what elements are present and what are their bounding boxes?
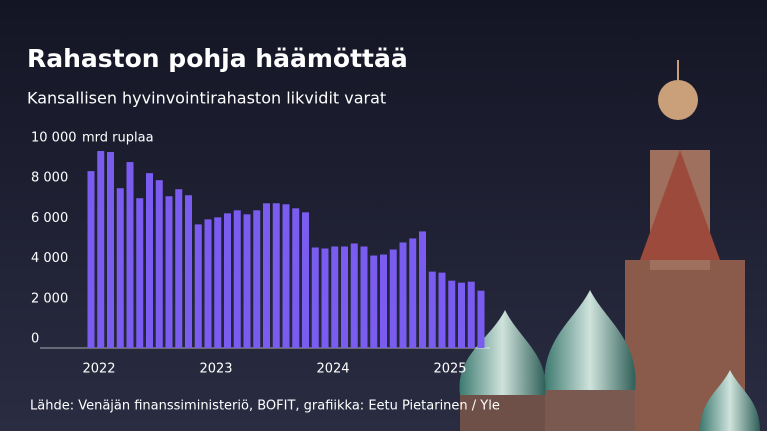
y-axis-label: mrd ruplaa: [82, 131, 154, 146]
bar: [389, 249, 397, 348]
bar: [263, 203, 270, 348]
y-tick-label: 0: [31, 332, 39, 347]
bar: [428, 271, 436, 348]
bar: [165, 196, 173, 348]
y-tick-label: 8 000: [31, 171, 68, 186]
bar: [341, 246, 348, 348]
bar: [331, 246, 339, 348]
bar: [155, 180, 163, 348]
bar: [448, 280, 456, 348]
bar: [311, 247, 319, 348]
bar: [360, 246, 368, 348]
bar: [146, 173, 153, 348]
bar: [204, 219, 212, 348]
bar: [409, 238, 417, 348]
bar: [194, 224, 202, 348]
bar: [380, 254, 387, 348]
bar: [458, 282, 465, 348]
bar: [253, 210, 261, 348]
bar: [107, 152, 114, 348]
bar: [185, 195, 192, 348]
y-tick-label: 6 000: [31, 211, 68, 226]
bar: [116, 188, 124, 348]
x-tick-label: 2025: [433, 362, 466, 377]
chart-subtitle: Kansallisen hyvinvointirahaston likvidit…: [27, 89, 386, 108]
x-tick-label: 2023: [199, 362, 232, 377]
bar: [136, 198, 144, 348]
bar: [126, 162, 134, 348]
y-tick-label: 10 000: [31, 131, 77, 146]
bar: [370, 255, 378, 348]
bar: [321, 248, 329, 348]
bar: [292, 208, 300, 348]
bar: [399, 242, 407, 348]
bar: [175, 189, 183, 348]
bar: [224, 213, 231, 348]
x-tick-label: 2024: [316, 362, 349, 377]
bar: [214, 217, 222, 348]
bar: [350, 243, 358, 348]
x-tick-label: 2022: [82, 362, 115, 377]
bar: [477, 290, 485, 348]
source: Lähde: Venäjän finanssiministeriö, BOFIT…: [30, 399, 500, 414]
bar: [243, 214, 251, 348]
chart-title: Rahaston pohja häämöttää: [27, 44, 408, 73]
cathedral-illustration: [459, 60, 760, 431]
y-tick-label: 2 000: [31, 291, 68, 306]
y-tick-label: 4 000: [31, 251, 68, 266]
bar: [97, 151, 105, 348]
bar: [438, 272, 446, 348]
bar: [233, 210, 241, 348]
bar: [272, 203, 280, 348]
bar: [467, 281, 475, 348]
bar: [302, 212, 309, 348]
bar: [282, 204, 290, 348]
bar: [419, 231, 426, 348]
bar: [87, 171, 95, 348]
